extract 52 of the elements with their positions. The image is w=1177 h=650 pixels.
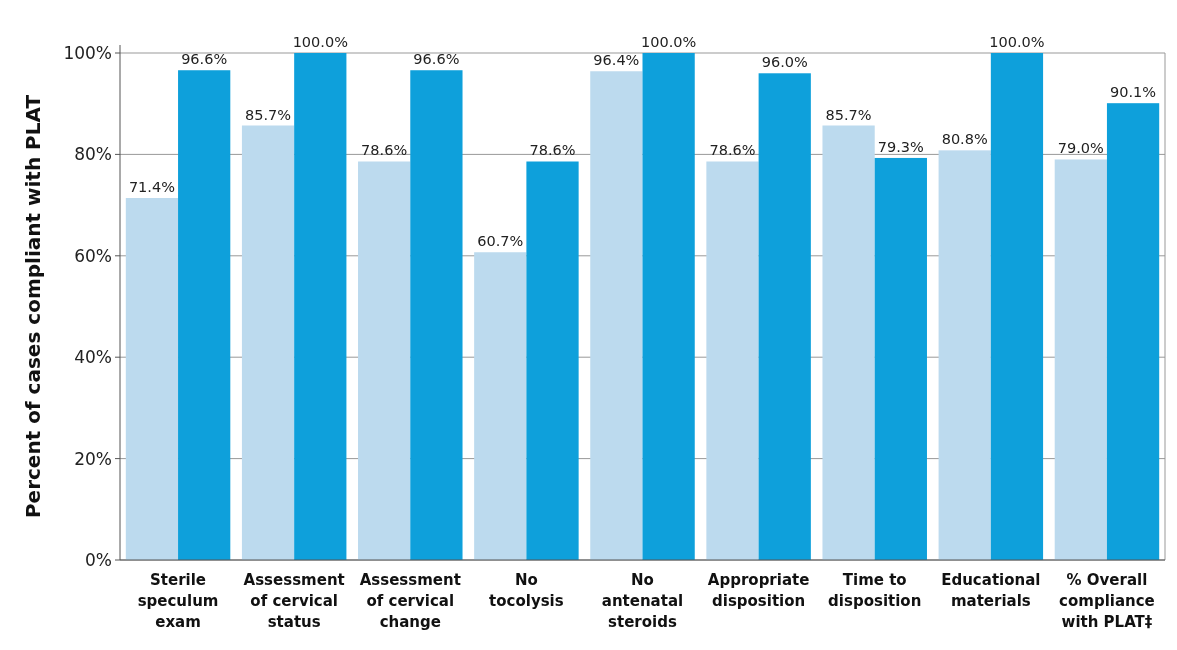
data-label: 85.7% bbox=[245, 106, 292, 123]
x-tick-label: Assessment of cervical change bbox=[359, 571, 461, 631]
bar bbox=[758, 73, 811, 560]
bar bbox=[590, 71, 643, 560]
bar bbox=[1054, 159, 1107, 560]
x-tick-label: No antenatal steroids bbox=[601, 571, 684, 631]
x-tick-label: Assessment of cervical status bbox=[243, 571, 345, 631]
y-tick-label: 40% bbox=[74, 347, 112, 368]
bar bbox=[294, 53, 347, 560]
data-label: 100.0% bbox=[640, 34, 697, 50]
bar bbox=[990, 53, 1044, 560]
bar bbox=[178, 70, 231, 560]
bar bbox=[241, 125, 295, 560]
data-label: 80.8% bbox=[941, 131, 988, 148]
y-tick-label: 20% bbox=[74, 448, 112, 469]
bar bbox=[410, 70, 463, 560]
y-axis-title: Percent of cases compliant with PLAT bbox=[21, 94, 45, 519]
data-label: 60.7% bbox=[477, 233, 524, 250]
bar bbox=[125, 198, 179, 560]
y-tick-label: 80% bbox=[74, 144, 112, 165]
bar bbox=[706, 161, 759, 560]
x-tick-label: No tocolysis bbox=[489, 571, 564, 610]
x-tick-label: % Overall compliance with PLAT‡ bbox=[1059, 571, 1155, 631]
data-label: 96.6% bbox=[181, 51, 228, 68]
y-tick-label: 100% bbox=[63, 42, 112, 63]
data-label: 79.0% bbox=[1057, 140, 1104, 157]
y-tick-label: 60% bbox=[74, 245, 112, 266]
x-tick-label: Time to disposition bbox=[828, 571, 922, 610]
bar bbox=[642, 53, 695, 560]
bar bbox=[526, 161, 579, 560]
bar bbox=[1106, 103, 1160, 560]
data-label: 78.6% bbox=[361, 142, 408, 159]
data-label: 85.7% bbox=[825, 106, 872, 123]
data-label: 78.6% bbox=[529, 142, 576, 159]
data-label: 78.6% bbox=[709, 142, 756, 159]
data-label: 96.0% bbox=[761, 54, 808, 71]
bar bbox=[938, 150, 991, 560]
x-tick-label: Educational materials bbox=[941, 571, 1041, 610]
bar bbox=[358, 161, 411, 560]
bar bbox=[474, 252, 527, 560]
bar bbox=[822, 125, 875, 560]
data-label: 100.0% bbox=[292, 34, 348, 50]
x-tick-label: Appropriate disposition bbox=[707, 571, 810, 610]
data-label: 96.6% bbox=[413, 51, 460, 68]
data-label: 79.3% bbox=[877, 138, 924, 155]
data-label: 96.4% bbox=[593, 52, 640, 69]
bar bbox=[874, 157, 927, 560]
data-label: 100.0% bbox=[989, 34, 1045, 50]
data-label: 71.4% bbox=[128, 179, 175, 195]
data-label: 90.1% bbox=[1110, 84, 1157, 101]
y-tick-label: 0% bbox=[85, 549, 112, 570]
x-tick-label: Sterile speculum exam bbox=[137, 571, 219, 631]
